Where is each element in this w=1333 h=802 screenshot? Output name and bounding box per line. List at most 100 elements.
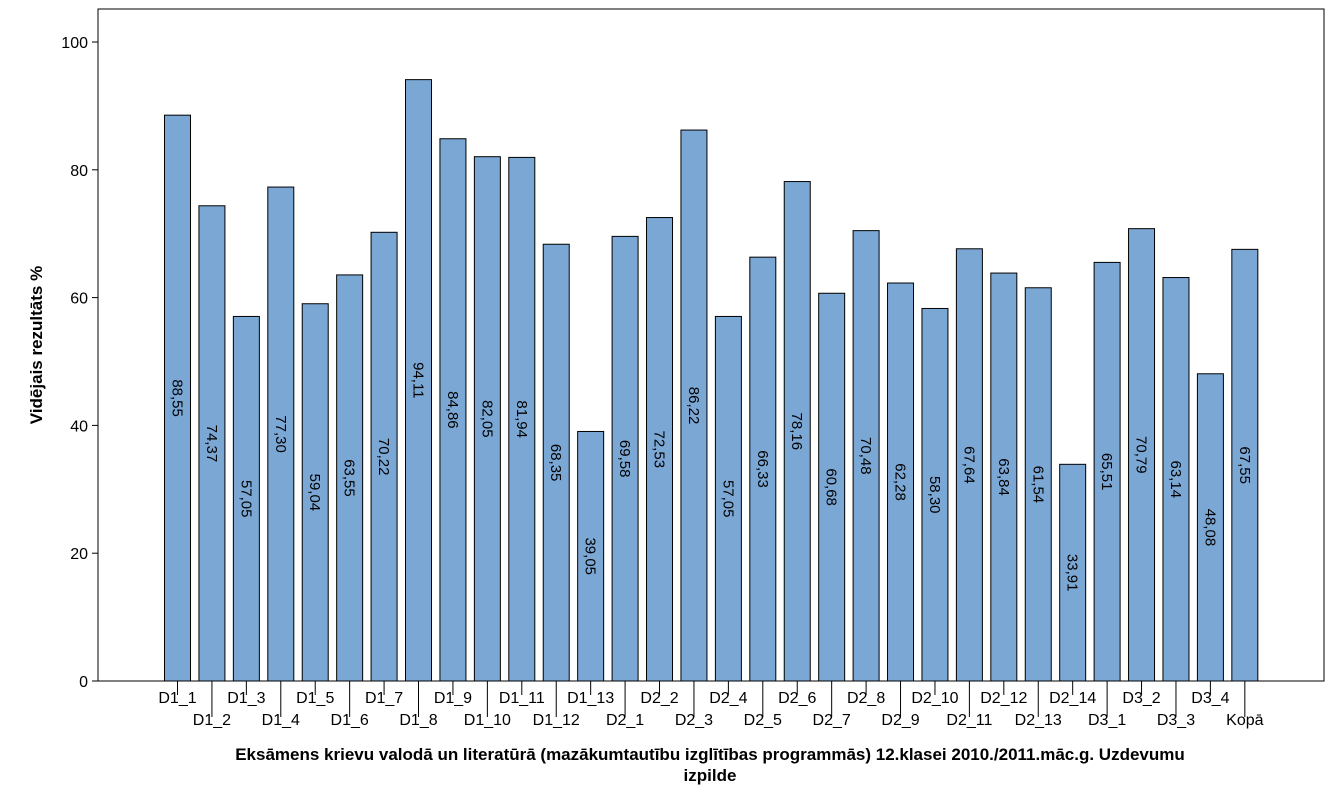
x-tick-label: D1_9 — [434, 690, 472, 707]
x-tick-label: D1_13 — [567, 690, 614, 707]
data-label: 94,11 — [410, 362, 427, 398]
bar-D2_8 — [852, 230, 880, 682]
x-tick-label: D2_8 — [847, 690, 885, 707]
x-tick-label: D2_9 — [881, 712, 919, 729]
data-label: 33,91 — [1064, 554, 1081, 592]
bar-D1_4 — [267, 186, 295, 682]
x-tick-label: Kopā — [1226, 712, 1263, 729]
x-tick-label: D3_1 — [1088, 712, 1126, 729]
data-label: 58,30 — [926, 476, 943, 514]
bar-D3_3 — [1162, 277, 1190, 682]
bar-D2_10 — [921, 307, 949, 682]
data-label: 66,33 — [754, 450, 771, 488]
bar-D2_2 — [646, 217, 674, 682]
bar-D1_8 — [405, 79, 433, 682]
data-label: 84,86 — [444, 391, 461, 429]
data-label: 72,53 — [651, 430, 668, 468]
y-tick-label: 0 — [79, 674, 88, 691]
y-axis-title: Vidējais rezultāts % — [27, 266, 46, 424]
data-label: 65,51 — [1098, 453, 1115, 491]
data-label: 67,55 — [1236, 446, 1253, 484]
data-label: 61,54 — [1029, 466, 1046, 504]
data-label: 82,05 — [478, 400, 495, 438]
bar-D2_4 — [714, 315, 742, 682]
bar-D3_4 — [1196, 373, 1224, 682]
x-tick-label: D2_3 — [675, 712, 713, 729]
bar-D1_2 — [198, 205, 226, 682]
data-label: 62,28 — [892, 463, 909, 501]
x-tick-label: D1_2 — [193, 712, 231, 729]
data-label: 48,08 — [1201, 509, 1218, 547]
data-label: 57,05 — [237, 480, 254, 518]
data-label: 88,55 — [169, 379, 186, 417]
x-tick-label: D1_8 — [399, 712, 437, 729]
x-tick-label: D1_4 — [262, 712, 300, 729]
x-tick-label: D2_1 — [606, 712, 644, 729]
bar-D1_12 — [542, 243, 570, 682]
data-label: 77,30 — [272, 415, 289, 453]
bar-D1_5 — [301, 303, 329, 682]
data-label: 39,05 — [582, 537, 599, 575]
y-tick-label: 20 — [70, 546, 88, 563]
data-label: 81,94 — [513, 400, 530, 438]
bar-D1_1 — [164, 114, 191, 682]
data-label: 70,79 — [1133, 436, 1150, 474]
data-label: 86,22 — [685, 387, 702, 425]
data-label: 70,48 — [857, 437, 874, 475]
x-tick-label: D2_10 — [911, 690, 958, 707]
x-tick-label: D1_3 — [227, 690, 265, 707]
x-tick-label: D2_6 — [778, 690, 816, 707]
x-tick-label: D3_3 — [1157, 712, 1195, 729]
bar-D2_1 — [611, 235, 639, 682]
bar-D2_5 — [749, 256, 777, 682]
y-tick-label: 100 — [61, 35, 88, 52]
x-axis-title-line-1: Eksāmens krievu valodā un literatūrā (ma… — [235, 745, 1185, 764]
x-tick-label: D3_4 — [1191, 690, 1229, 707]
data-label: 68,35 — [547, 444, 564, 482]
x-axis: D1_1 D1_2 D1_3 D1_4 D1_5 D1_6 D1_7 D1_8 D1_9 D1_1… — [158, 681, 1264, 729]
data-label: 74,37 — [203, 425, 220, 463]
bar-D1_13 — [577, 430, 605, 682]
x-tick-label: D1_5 — [296, 690, 334, 707]
bar-D3_2 — [1128, 228, 1156, 682]
x-tick-label: D1_11 — [499, 690, 545, 707]
bar-D3_1 — [1093, 261, 1121, 682]
y-axis: 0 20 40 60 80 100 — [61, 35, 98, 691]
data-label: 67,64 — [960, 446, 977, 484]
data-label: 70,22 — [375, 438, 392, 476]
x-tick-label: D2_11 — [946, 712, 992, 729]
x-tick-label: D2_7 — [813, 712, 851, 729]
y-tick-label: 40 — [70, 418, 88, 435]
bar-Kopā — [1231, 248, 1259, 682]
bar-D1_10 — [473, 156, 501, 682]
x-tick-label: D2_14 — [1049, 690, 1096, 707]
data-label: 57,05 — [719, 480, 736, 518]
y-tick-label: 60 — [70, 291, 88, 308]
bar-D2_14 — [1059, 463, 1087, 682]
x-tick-label: D1_7 — [365, 690, 403, 707]
bar-D1_9 — [439, 138, 467, 682]
data-label: 63,14 — [1167, 460, 1184, 498]
data-label: 63,55 — [341, 459, 358, 497]
x-tick-label: D3_2 — [1122, 690, 1160, 707]
x-tick-label: D1_1 — [158, 690, 196, 707]
data-label: 69,58 — [616, 440, 633, 478]
x-tick-label: D2_12 — [980, 690, 1027, 707]
x-tick-label: D1_10 — [464, 712, 511, 729]
data-label: 60,68 — [823, 468, 840, 506]
x-tick-label: D2_5 — [744, 712, 782, 729]
x-tick-label: D2_2 — [640, 690, 678, 707]
data-label: 78,16 — [788, 413, 805, 451]
y-tick-label: 80 — [70, 163, 88, 180]
x-tick-label: D1_6 — [331, 712, 369, 729]
x-axis-title-line-2: izpilde — [684, 766, 737, 785]
bar-D1_3 — [232, 315, 260, 682]
bar-D2_7 — [818, 292, 846, 682]
bars: 88,55 74,37 57,05 77,30 59,04 63,55 70,22 94,11… — [164, 79, 1259, 682]
x-tick-label: D2_13 — [1015, 712, 1062, 729]
data-label: 59,04 — [306, 474, 323, 512]
x-tick-label: D1_12 — [533, 712, 580, 729]
data-label: 63,84 — [995, 458, 1012, 496]
x-tick-label: D2_4 — [709, 690, 747, 707]
